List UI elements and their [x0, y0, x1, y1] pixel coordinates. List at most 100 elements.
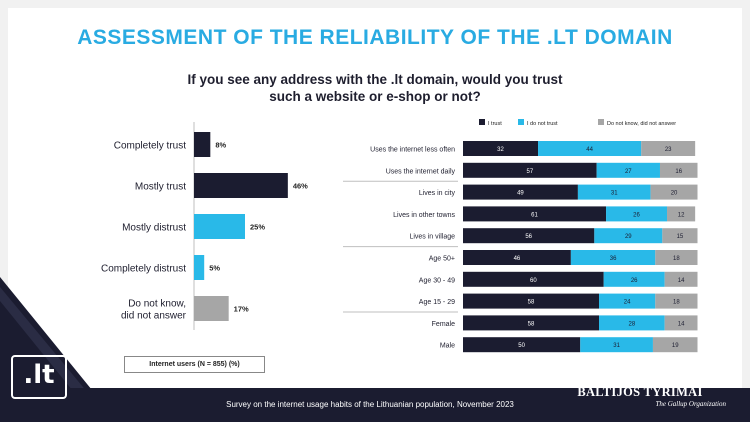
segment-value-label: 50 — [518, 343, 525, 349]
sample-note: Internet users (N = 855) (%) — [124, 356, 265, 373]
page-title: ASSESSMENT OF THE RELIABILITY OF THE .LT… — [77, 26, 673, 49]
overall-category-label: Completely trust — [114, 141, 186, 152]
stacked-segment — [659, 162, 698, 178]
segment-value-label: 46 — [514, 256, 521, 262]
overall-value-label: 25% — [250, 223, 265, 232]
segment-value-label: 28 — [628, 321, 635, 327]
stacked-segment — [463, 206, 607, 222]
overall-bar — [194, 255, 205, 280]
segment-value-label: 14 — [678, 321, 685, 327]
overall-bar — [194, 173, 288, 198]
segment-value-label: 23 — [665, 147, 672, 153]
segment-value-label: 26 — [633, 212, 640, 218]
segment-value-label: 19 — [672, 343, 679, 349]
stacked-segment — [641, 141, 696, 156]
stacked-segment — [463, 337, 581, 353]
segment-value-label: 60 — [530, 278, 537, 284]
stacked-segment — [603, 271, 665, 287]
overall-bar — [194, 132, 211, 157]
demographic-category-label: Age 50+ — [429, 256, 455, 263]
stacked-segment — [599, 293, 656, 309]
segment-value-label: 15 — [677, 234, 684, 240]
overall-value-label: 8% — [215, 141, 226, 150]
stacked-segment — [463, 271, 604, 287]
stacked-segment — [655, 293, 698, 309]
segment-value-label: 24 — [624, 300, 631, 306]
stacked-segment — [652, 337, 698, 353]
overall-value-label: 17% — [234, 305, 249, 314]
segment-value-label: 36 — [610, 256, 617, 262]
stacked-segment — [463, 141, 539, 156]
overall-value-label: 5% — [209, 264, 220, 273]
legend-swatch — [479, 119, 485, 125]
legend-label: Do not know, did not answer — [607, 121, 676, 127]
segment-value-label: 32 — [497, 147, 504, 153]
demographic-category-label: Uses the internet less often — [370, 147, 455, 154]
demographic-category-label: Age 30 - 49 — [419, 277, 455, 284]
segment-value-label: 18 — [673, 300, 680, 306]
segment-value-label: 44 — [586, 147, 593, 153]
segment-value-label: 16 — [675, 169, 682, 175]
demographic-category-label: Lives in village — [409, 234, 455, 241]
overall-category-label: did not answer — [121, 311, 187, 322]
segment-value-label: 27 — [625, 169, 632, 175]
segment-value-label: 58 — [528, 321, 535, 327]
stacked-segment — [570, 250, 656, 265]
footer-source-text: Survey on the internet usage habits of t… — [226, 400, 514, 409]
demographic-category-label: Lives in city — [419, 190, 456, 197]
overall-bar — [194, 296, 229, 321]
overall-bar — [194, 214, 245, 239]
segment-value-label: 31 — [613, 343, 620, 349]
demographic-category-label: Male — [440, 343, 455, 350]
stacked-segment — [463, 162, 597, 178]
segment-value-label: 12 — [678, 212, 685, 218]
stacked-segment — [664, 315, 698, 331]
demographic-category-label: Female — [432, 321, 455, 328]
overall-category-label: Mostly distrust — [122, 223, 186, 234]
segment-value-label: 18 — [673, 256, 680, 262]
legend-label: I do not trust — [527, 121, 558, 127]
segment-value-label: 14 — [678, 278, 685, 284]
segment-value-label: 20 — [671, 191, 678, 197]
stacked-segment — [538, 141, 642, 156]
demographic-trust-chart: I trust I do not trust Do not know, did no… — [343, 119, 698, 353]
stacked-segment — [606, 206, 668, 222]
demographic-category-label: Uses the internet daily — [386, 168, 456, 175]
demographic-category-label: Age 15 - 29 — [419, 299, 455, 306]
stacked-segment — [463, 250, 571, 265]
overall-value-label: 46% — [293, 182, 308, 191]
overall-category-label: Mostly trust — [135, 182, 186, 193]
lt-logo: .lt — [11, 355, 67, 399]
segment-value-label: 26 — [631, 278, 638, 284]
stacked-segment — [594, 228, 663, 244]
segment-value-label: 49 — [517, 191, 524, 197]
legend-swatch — [598, 119, 604, 125]
stacked-segment — [599, 315, 665, 331]
segment-value-label: 29 — [625, 234, 632, 240]
stacked-segment — [463, 228, 595, 244]
segment-value-label: 61 — [531, 212, 538, 218]
segment-value-label: 31 — [611, 191, 618, 197]
stacked-segment — [655, 250, 698, 265]
brand-name: BALTIJOS TYRIMAI — [577, 385, 703, 399]
legend-swatch — [518, 119, 524, 125]
stacked-segment — [463, 184, 578, 200]
stacked-segment — [596, 162, 660, 178]
demographic-category-label: Lives in other towns — [393, 212, 455, 219]
page-subtitle: If you see any address with the .lt doma… — [0, 71, 750, 105]
footer-band — [0, 388, 750, 422]
stacked-segment — [463, 293, 600, 309]
subtitle-line-1: If you see any address with the .lt doma… — [187, 72, 563, 87]
stacked-segment — [664, 271, 698, 287]
stacked-segment — [662, 228, 698, 244]
overall-trust-chart: 8% Completely trust 46% Mostly trust 25% Most… — [101, 122, 308, 330]
stacked-segment — [580, 337, 653, 353]
brand-logo: BALTIJOS TYRIMAI The Gallup Organization — [540, 385, 740, 408]
segment-value-label: 56 — [525, 234, 532, 240]
stacked-segment — [650, 184, 698, 200]
legend-label: I trust — [488, 121, 502, 127]
stacked-segment — [463, 315, 600, 331]
overall-category-label: Completely distrust — [101, 264, 186, 275]
segment-value-label: 57 — [526, 169, 533, 175]
stacked-segment — [667, 206, 696, 222]
